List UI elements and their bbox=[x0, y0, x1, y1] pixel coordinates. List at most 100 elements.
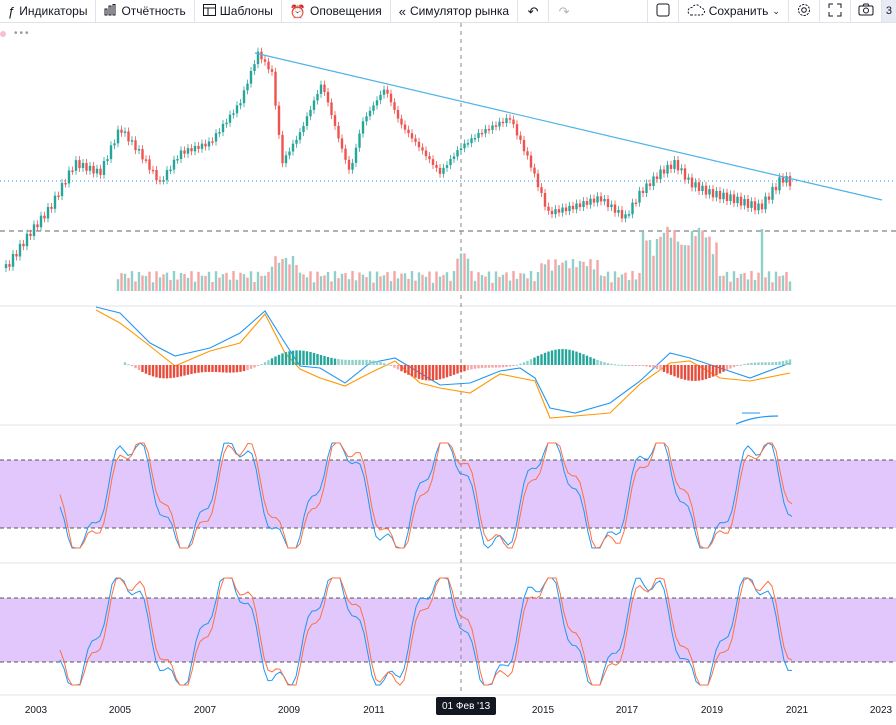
layout-button[interactable] bbox=[646, 0, 679, 22]
camera-icon bbox=[858, 3, 874, 19]
volume-bar bbox=[127, 278, 130, 291]
templates-button[interactable]: Шаблоны bbox=[195, 0, 282, 22]
candle-body bbox=[435, 164, 438, 168]
macd-histogram-bar bbox=[386, 364, 389, 366]
chart-canvas[interactable]: 2003 2005 2007 2009 2011 2013 2015 2017 … bbox=[0, 23, 896, 720]
macd-histogram-bar bbox=[155, 365, 158, 378]
volume-bar bbox=[757, 272, 760, 291]
candle-body bbox=[459, 148, 463, 151]
candle-body bbox=[158, 180, 162, 182]
settings-button[interactable] bbox=[789, 0, 820, 22]
macd-histogram-bar bbox=[302, 350, 305, 365]
candle-body bbox=[46, 206, 50, 219]
macd-histogram-bar bbox=[764, 362, 767, 365]
candle-body bbox=[32, 224, 36, 237]
volume-bar bbox=[228, 279, 232, 291]
bar-chart-icon bbox=[104, 4, 117, 18]
macd-histogram-bar bbox=[554, 349, 557, 365]
macd-histogram-bar bbox=[274, 356, 277, 365]
candle-body bbox=[589, 198, 592, 205]
undo-button[interactable]: ↶ bbox=[518, 0, 550, 22]
macd-histogram-bar bbox=[557, 349, 561, 365]
reports-button[interactable]: Отчётность bbox=[96, 0, 195, 22]
fullscreen-icon bbox=[828, 3, 842, 20]
candle-body bbox=[214, 133, 218, 142]
candle-body bbox=[638, 190, 641, 203]
candle-body bbox=[169, 169, 172, 172]
volume-bar bbox=[676, 241, 680, 291]
macd-histogram-bar bbox=[767, 362, 771, 365]
macd-histogram-bar bbox=[186, 365, 190, 375]
candle-body bbox=[613, 204, 617, 213]
candle-body bbox=[522, 139, 526, 152]
x-tick-label: 2011 bbox=[363, 705, 385, 716]
redo-button[interactable]: ↷ bbox=[549, 0, 579, 22]
volume-bar bbox=[473, 280, 477, 291]
chevron-down-icon[interactable]: ⌄ bbox=[772, 5, 780, 16]
macd-histogram-bar bbox=[351, 359, 354, 365]
volume-bar bbox=[613, 271, 617, 291]
candle-body bbox=[536, 173, 540, 188]
candle-body bbox=[81, 162, 85, 169]
candle-body bbox=[312, 100, 316, 110]
volume-bar bbox=[529, 271, 533, 291]
candle-body bbox=[25, 233, 29, 247]
candle-body bbox=[274, 71, 277, 106]
macd-histogram-bar bbox=[260, 364, 263, 366]
candle-body bbox=[162, 180, 165, 182]
fullscreen-button[interactable] bbox=[820, 0, 851, 22]
time-axis[interactable]: 2003 2005 2007 2009 2011 2013 2015 2017 … bbox=[25, 705, 893, 716]
macd-histogram-bar bbox=[680, 365, 683, 379]
indicators-button[interactable]: ƒ Индикаторы bbox=[0, 0, 97, 22]
macd-histogram-bar bbox=[158, 365, 162, 378]
candle-body bbox=[554, 209, 557, 215]
chart-area[interactable]: 2003 2005 2007 2009 2011 2013 2015 2017 … bbox=[0, 23, 896, 720]
x-tick-label: 2003 bbox=[25, 705, 48, 716]
simulator-button[interactable]: « Симулятор рынка bbox=[391, 0, 519, 22]
volume-bar bbox=[655, 238, 659, 291]
macd-histogram-bar bbox=[715, 365, 718, 376]
macd-histogram-bar bbox=[711, 365, 715, 377]
candle-body bbox=[778, 177, 781, 191]
volume-bar bbox=[442, 274, 445, 291]
drawing-annotation[interactable] bbox=[735, 415, 779, 425]
macd-histogram-bar bbox=[561, 349, 564, 365]
candle-body bbox=[473, 137, 477, 140]
macd-histogram-bar bbox=[340, 359, 344, 365]
macd-histogram-bar bbox=[354, 359, 358, 365]
more-dots-icon[interactable]: ••• bbox=[14, 28, 31, 39]
square-icon bbox=[656, 3, 670, 20]
candle-body bbox=[561, 207, 564, 213]
volume-bar bbox=[470, 271, 473, 291]
candle-body bbox=[410, 133, 414, 139]
macd-histogram-bar bbox=[575, 351, 578, 365]
top-toolbar: ƒ Индикаторы Отчётность Шаблоны ⏰ Оповещ… bbox=[0, 0, 896, 23]
candle-body bbox=[624, 214, 627, 219]
macd-histogram-bar bbox=[312, 352, 316, 365]
candle-body bbox=[466, 143, 470, 145]
candle-body bbox=[8, 264, 11, 267]
trendline[interactable] bbox=[254, 52, 883, 201]
save-button[interactable]: Сохранить ⌄ bbox=[679, 0, 789, 22]
gear-icon bbox=[797, 3, 811, 20]
candle-body bbox=[57, 195, 60, 198]
macd-histogram-bar bbox=[169, 365, 172, 379]
candle-body bbox=[113, 143, 116, 146]
macd-histogram-bar bbox=[123, 362, 127, 365]
volume-bar bbox=[519, 273, 522, 291]
volume-bars bbox=[116, 226, 792, 291]
cloud-icon bbox=[687, 3, 705, 19]
volume-bar bbox=[242, 274, 246, 291]
candle-body bbox=[690, 177, 694, 188]
candle-body bbox=[155, 169, 158, 181]
macd-histogram-bar bbox=[648, 365, 652, 368]
snapshot-button[interactable] bbox=[851, 0, 882, 22]
macd-histogram-bar bbox=[337, 359, 340, 365]
volume-bar bbox=[652, 255, 655, 291]
macd-histogram-bar bbox=[127, 364, 130, 366]
volume-bar bbox=[585, 266, 589, 291]
x-tick-label: 2007 bbox=[194, 705, 217, 716]
alerts-button[interactable]: ⏰ Оповещения bbox=[282, 0, 391, 22]
macd-histogram-bar bbox=[417, 365, 421, 379]
volume-bar bbox=[162, 274, 165, 291]
